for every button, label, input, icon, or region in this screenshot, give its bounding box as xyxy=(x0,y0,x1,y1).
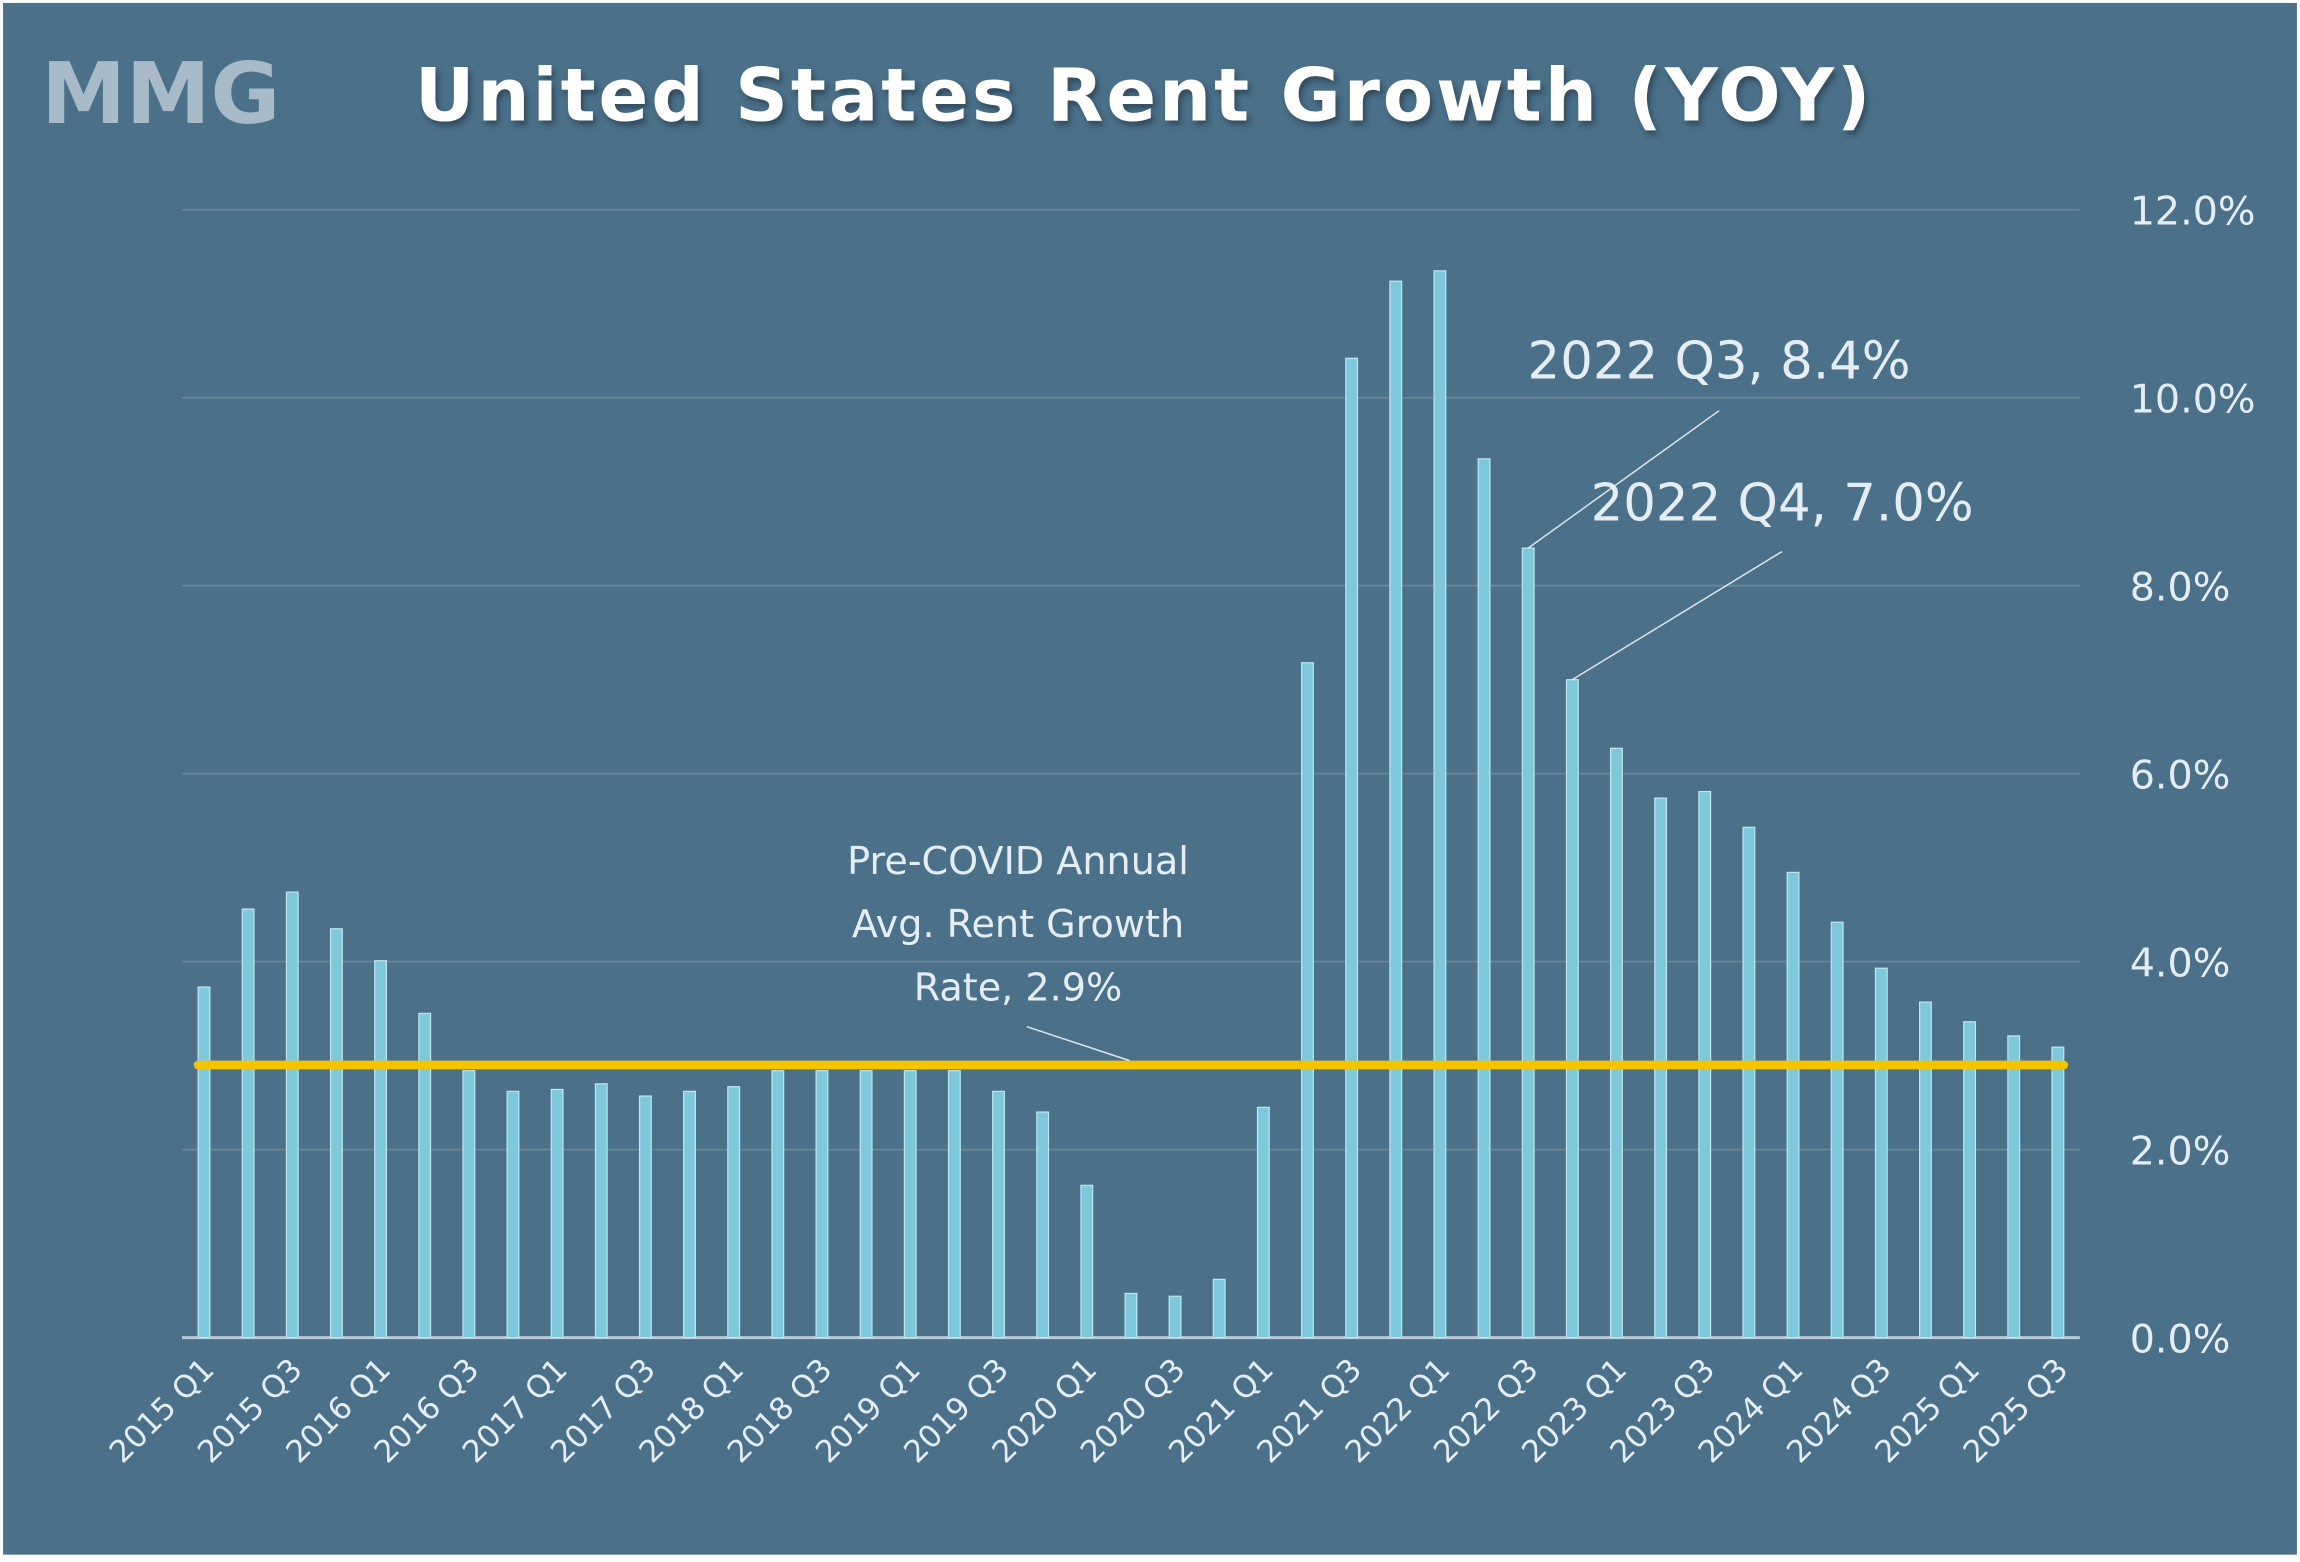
annotation-leader xyxy=(1571,550,1783,681)
bar xyxy=(1433,270,1447,1339)
bar xyxy=(1212,1278,1226,1339)
y-tick-label: 8.0% xyxy=(2130,564,2231,610)
bar xyxy=(1742,826,1756,1339)
bar xyxy=(771,1070,785,1339)
bar xyxy=(1036,1111,1050,1339)
y-tick-label: 2.0% xyxy=(2130,1128,2231,1174)
bar xyxy=(506,1090,520,1339)
bar xyxy=(1345,357,1359,1339)
reference-label: Pre-COVID Annual xyxy=(847,839,1189,883)
annotation: 2022 Q3, 8.4% xyxy=(1528,331,1911,391)
bar xyxy=(2007,1035,2021,1339)
bar xyxy=(1301,662,1314,1339)
bar xyxy=(903,1070,917,1339)
annotation: 2022 Q4, 7.0% xyxy=(1591,474,1974,534)
bar xyxy=(550,1088,564,1339)
y-tick-label: 12.0% xyxy=(2130,188,2256,234)
bar xyxy=(992,1090,1005,1339)
bar xyxy=(285,891,299,1339)
bar xyxy=(241,908,255,1339)
bar xyxy=(1168,1295,1182,1339)
background xyxy=(3,2,2297,1555)
bar xyxy=(1565,679,1579,1339)
bar xyxy=(594,1083,608,1339)
bar xyxy=(1521,547,1535,1339)
bar xyxy=(1918,1001,1932,1339)
bar xyxy=(1389,280,1403,1339)
leader-line xyxy=(1026,1025,1130,1062)
bar xyxy=(1080,1184,1094,1339)
bar xyxy=(947,1070,961,1339)
bar xyxy=(815,1070,829,1339)
bar xyxy=(374,960,388,1339)
bar xyxy=(462,1070,476,1339)
bar xyxy=(418,1012,432,1339)
bar xyxy=(1963,1021,1977,1339)
bar xyxy=(197,986,211,1339)
reference-label: Rate, 2.9% xyxy=(914,965,1123,1009)
bar xyxy=(1610,747,1623,1339)
bar xyxy=(1124,1292,1138,1339)
bar xyxy=(859,1070,873,1339)
bar xyxy=(638,1095,652,1339)
y-tick-label: 4.0% xyxy=(2130,940,2231,986)
bar xyxy=(1786,871,1800,1339)
bar xyxy=(1256,1106,1270,1339)
logo: MMG xyxy=(41,45,280,144)
bar xyxy=(1830,921,1844,1339)
bar xyxy=(1477,458,1491,1339)
annotation-leader xyxy=(1527,410,1720,549)
y-tick-label: 6.0% xyxy=(2130,752,2231,798)
bar xyxy=(329,928,343,1339)
y-tick-label: 10.0% xyxy=(2130,376,2256,422)
y-tick-label: 0.0% xyxy=(2130,1316,2231,1362)
chart-title: United States Rent Growth (YOY) xyxy=(415,53,1874,138)
bar xyxy=(727,1086,741,1339)
bar xyxy=(1874,967,1888,1339)
bar xyxy=(2051,1046,2065,1339)
reference-label: Avg. Rent Growth xyxy=(852,902,1184,946)
bar xyxy=(683,1090,696,1339)
